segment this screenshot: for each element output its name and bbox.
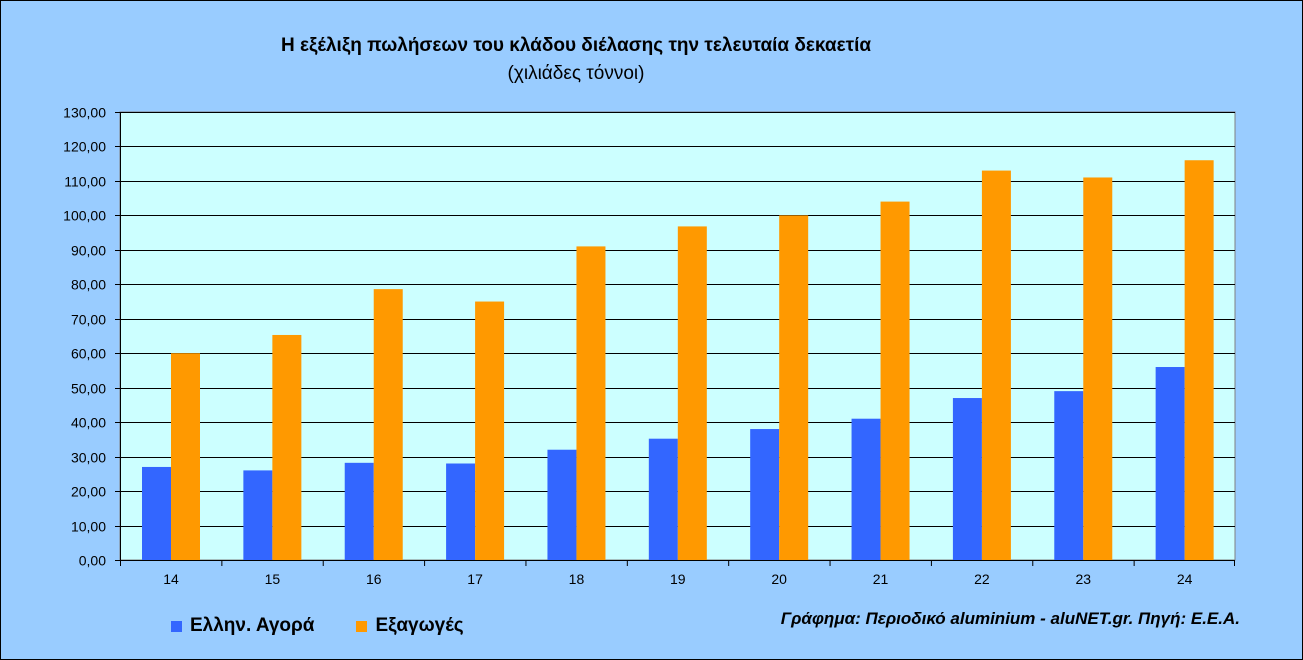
y-tick-label: 110,00: [64, 174, 106, 190]
bar-greek-market: [1155, 367, 1185, 560]
bar-exports: [1184, 160, 1214, 560]
x-tick-label: 14: [163, 571, 179, 587]
legend-swatch-exports: [356, 620, 368, 632]
bar-chart: 0,00 10,00 20,00 30,00 40,00 50,00 60,00 70,00 8…: [63, 105, 1236, 587]
legend-item-exports: Εξαγωγές: [356, 615, 464, 637]
y-tick-label: 100,00: [63, 208, 106, 224]
legend-swatch-greek-market: [171, 620, 182, 632]
y-tick-label: 70,00: [71, 312, 106, 328]
bar-greek-market: [243, 470, 273, 560]
x-tick-label: 20: [771, 571, 787, 587]
chart-title: Η εξέλιξη πωλήσεων του κλάδου διέλασης τ…: [280, 35, 872, 56]
y-tick-label: 120,00: [63, 139, 106, 155]
bar-greek-market: [547, 449, 577, 560]
x-tick-label: 19: [670, 571, 686, 587]
bar-greek-market: [344, 462, 374, 560]
x-tick-label: 22: [974, 571, 990, 587]
bar-greek-market: [851, 418, 881, 560]
x-tick-label: 17: [467, 571, 483, 587]
x-tick-label: 21: [873, 571, 889, 587]
y-tick-label: 60,00: [71, 346, 106, 362]
chart-subtitle: (χιλιάδες τόννοι): [507, 63, 645, 84]
bar-greek-market: [446, 463, 476, 560]
bar-exports: [475, 301, 505, 560]
x-tick-label: 16: [366, 571, 382, 587]
x-tick-label: 23: [1075, 571, 1091, 587]
y-tick-label: 0,00: [79, 553, 106, 569]
bar-greek-market: [750, 429, 780, 560]
x-tick-label: 15: [265, 571, 281, 587]
y-tick-label: 130,00: [63, 105, 106, 121]
y-tick-label: 20,00: [71, 484, 106, 500]
y-tick-label: 10,00: [71, 519, 106, 535]
y-tick-label: 80,00: [71, 277, 106, 293]
legend-label-exports: Εξαγωγές: [375, 615, 464, 636]
bar-exports: [779, 215, 809, 560]
bar-greek-market: [952, 398, 982, 560]
bar-exports: [171, 353, 200, 560]
bar-exports: [272, 334, 302, 560]
y-tick-label: 30,00: [71, 450, 106, 466]
y-tick-label: 50,00: [71, 381, 106, 397]
bar-exports: [1083, 177, 1113, 560]
bar-greek-market: [142, 466, 171, 560]
bar-exports: [373, 289, 403, 560]
source-note: Γράφημα: Περιοδικό aluminium - aluNET.gr…: [780, 609, 1240, 628]
x-tick-label: 18: [569, 571, 585, 587]
y-tick-label: 40,00: [71, 415, 106, 431]
legend-label-greek-market: Ελλην. Αγορά: [190, 615, 315, 636]
y-tick-label: 90,00: [71, 243, 106, 259]
legend-item-greek-market: Ελλην. Αγορά: [171, 615, 314, 637]
legend: Ελλην. Αγορά Εξαγωγές: [171, 615, 506, 637]
bar-exports: [981, 170, 1011, 561]
bar-greek-market: [648, 438, 678, 560]
bar-exports: [880, 201, 910, 560]
bar-exports: [677, 226, 707, 561]
bar-greek-market: [1054, 391, 1084, 560]
x-tick-label: 24: [1177, 571, 1193, 587]
bar-exports: [576, 246, 606, 560]
